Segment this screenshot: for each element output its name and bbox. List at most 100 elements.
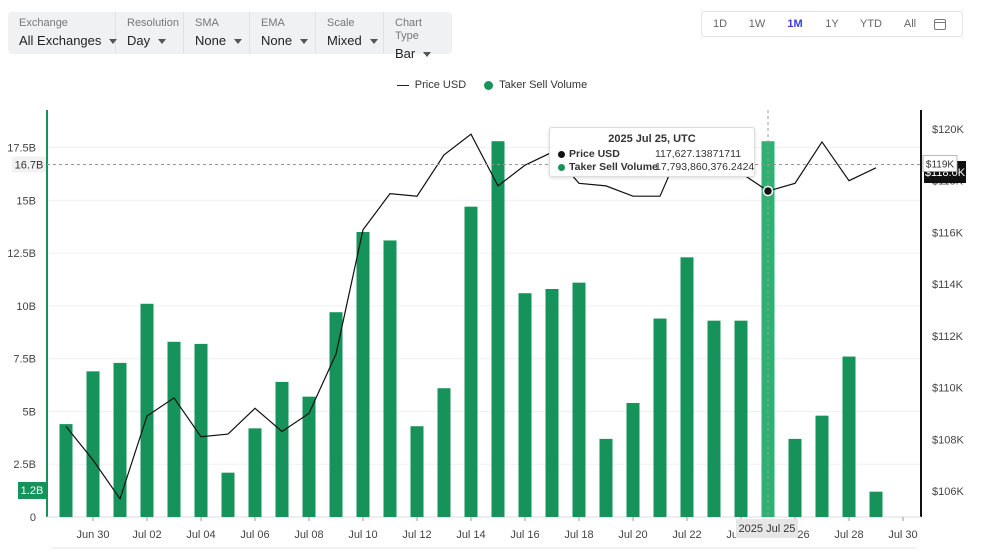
legend-price[interactable]: Price USD: [396, 79, 467, 91]
toolbar-value: Bar: [395, 46, 442, 61]
time-range-selector: 1D 1W 1M 1Y YTD All: [701, 11, 963, 37]
volume-dot-icon: [558, 164, 565, 171]
toolbar-scale-select[interactable]: Scale Mixed: [316, 12, 384, 54]
volume-bar: [113, 362, 127, 517]
caret-down-icon: [234, 39, 243, 45]
range-1m-button[interactable]: 1M: [787, 18, 803, 30]
volume-bar: [437, 388, 451, 517]
range-1y-button[interactable]: 1Y: [825, 18, 839, 30]
tooltip-price-name: Price USD: [569, 148, 620, 160]
y-right-tick-label: $120K: [932, 124, 964, 136]
legend-volume-label: Taker Sell Volume: [499, 79, 588, 91]
toolbar-value: None: [195, 33, 243, 48]
volume-bar: [761, 141, 775, 517]
x-tick-label: Jul 06: [240, 529, 269, 541]
volume-bar: [302, 396, 316, 517]
toolbar-value: All Exchanges: [19, 33, 118, 48]
y-right-tick-label: $108K: [932, 434, 964, 446]
crosshair-date-label: 2025 Jul 25: [739, 523, 796, 535]
volume-bar: [842, 356, 856, 517]
toolbar-exchange-select[interactable]: Exchange All Exchanges: [8, 12, 118, 54]
x-tick-label: Jun 30: [76, 529, 109, 541]
volume-bar: [140, 303, 154, 517]
volume-bar: [356, 232, 370, 517]
price-dot-icon: [558, 151, 565, 158]
toolbar-label: SMA: [195, 17, 219, 29]
tooltip-row-volume: Taker Sell Volume 17,793,860,376.2424: [558, 161, 754, 174]
range-1d-button[interactable]: 1D: [712, 18, 728, 30]
x-tick-label: Jul 18: [564, 529, 593, 541]
y-right-tick-label: $112K: [932, 331, 964, 343]
dot-swatch-icon: [484, 80, 494, 90]
range-all-button[interactable]: All: [903, 18, 917, 30]
toolbar-label: Exchange: [19, 17, 68, 29]
volume-bar: [815, 415, 829, 517]
toolbar-value: Day: [127, 33, 173, 48]
volume-bar: [545, 289, 559, 517]
crosshair-right-label-bg: [922, 155, 958, 172]
toolbar-chart-type-select[interactable]: Chart Type Bar: [384, 12, 452, 61]
volume-bar: [167, 341, 181, 517]
volume-bar: [491, 141, 505, 517]
calendar-icon[interactable]: [934, 18, 946, 30]
volume-bar: [59, 424, 73, 517]
caret-down-icon: [109, 39, 118, 45]
toolbar-sma-select[interactable]: SMA None: [184, 12, 250, 54]
volume-bar: [626, 403, 640, 517]
volume-bar: [329, 312, 343, 517]
toolbar-label: EMA: [261, 17, 285, 29]
caret-down-icon: [423, 52, 432, 58]
toolbar-ema-select[interactable]: EMA None: [250, 12, 316, 54]
x-tick-label: Jul 22: [672, 529, 701, 541]
y-right-tick-label: $110K: [932, 383, 964, 395]
x-tick-label: Jul 28: [834, 529, 863, 541]
toolbar-label: Scale: [327, 17, 355, 29]
volume-bar: [410, 426, 424, 517]
volume-bar: [464, 206, 478, 517]
tooltip-price-value: 117,627.13871711: [655, 148, 742, 160]
volume-bar: [680, 257, 694, 517]
x-tick-label: Jul 14: [456, 529, 485, 541]
y-left-tick-label: 0: [30, 512, 36, 524]
toolbar-value: None: [261, 33, 309, 48]
y-left-tick-label: 12.5B: [7, 248, 36, 260]
tooltip-volume-name: Taker Sell Volume: [569, 161, 658, 173]
volume-bar: [869, 491, 883, 517]
tooltip-row-price: Price USD 117,627.13871711: [558, 148, 746, 161]
volume-bar: [572, 282, 586, 517]
toolbar-label: Resolution: [127, 17, 179, 29]
volume-bar: [599, 438, 613, 517]
caret-down-icon: [300, 39, 309, 45]
y-right-tick-label: $106K: [932, 486, 964, 498]
x-tick-label: Jul 02: [132, 529, 161, 541]
x-tick-label: Jul 16: [510, 529, 539, 541]
volume-bar: [194, 343, 208, 517]
last-volume-badge-bg: [18, 482, 46, 499]
y-right-tick-label: $114K: [932, 279, 964, 291]
y-left-tick-label: 10B: [16, 301, 36, 313]
volume-bar: [275, 381, 289, 517]
toolbar-label: Chart Type: [395, 17, 422, 42]
crosshair-date-bg: [736, 519, 798, 538]
crosshair-left-label-bg: [12, 156, 46, 173]
x-tick-label: Jul 10: [348, 529, 377, 541]
x-tick-label: Jul 08: [294, 529, 323, 541]
y-left-tick-label: 5B: [23, 406, 36, 418]
legend-volume[interactable]: Taker Sell Volume: [484, 79, 587, 91]
volume-bar: [86, 371, 100, 517]
chart-legend: Price USD Taker Sell Volume: [0, 79, 984, 91]
tooltip-title: 2025 Jul 25, UTC: [608, 133, 696, 145]
crosshair-left-label: 16.7B: [15, 159, 44, 171]
range-1w-button[interactable]: 1W: [748, 18, 766, 30]
volume-bar: [653, 318, 667, 517]
y-left-tick-label: 15B: [16, 195, 36, 207]
toolbar-resolution-select[interactable]: Resolution Day: [116, 12, 184, 54]
volume-bar: [248, 428, 262, 517]
legend-price-label: Price USD: [414, 79, 467, 91]
volume-bar: [734, 320, 748, 517]
caret-down-icon: [369, 39, 378, 45]
x-tick-label: Jul 30: [888, 529, 917, 541]
tooltip-volume-value: 17,793,860,376.2424: [655, 161, 755, 173]
range-ytd-button[interactable]: YTD: [860, 18, 882, 30]
